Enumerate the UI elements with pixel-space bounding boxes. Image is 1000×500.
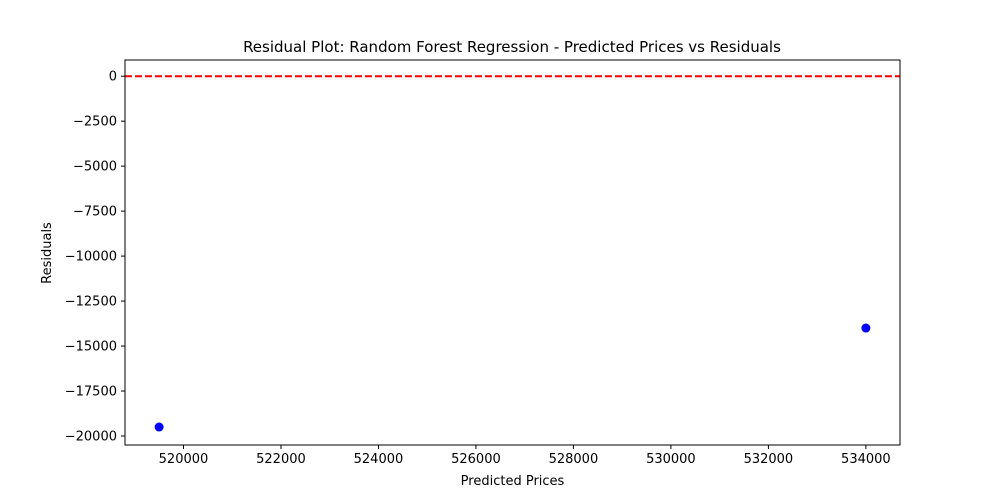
y-tick-label: −15000	[65, 340, 117, 355]
data-point	[154, 422, 164, 432]
chart-title: Residual Plot: Random Forest Regression …	[243, 38, 781, 56]
y-tick-label: −17500	[65, 385, 117, 400]
y-tick-label: −10000	[65, 250, 117, 265]
y-axis: 0 −2500 −5000 −7500 −10000 −12500 −15000 −17500…	[65, 70, 125, 445]
x-axis: 520000 522000 524000 526000 528000 530000 5320…	[159, 445, 891, 467]
points-layer	[154, 323, 871, 432]
y-tick-label: −7500	[73, 205, 117, 220]
y-tick-label: −12500	[65, 295, 117, 310]
plot-area	[124, 59, 901, 446]
x-tick-label: 524000	[354, 452, 404, 467]
data-point	[861, 323, 871, 333]
plot-background	[125, 60, 900, 445]
y-tick-label: −5000	[73, 160, 117, 175]
x-tick-label: 534000	[841, 452, 891, 467]
x-tick-label: 532000	[744, 452, 794, 467]
y-tick-label: −2500	[73, 115, 117, 130]
x-tick-label: 520000	[159, 452, 209, 467]
x-tick-label: 530000	[646, 452, 696, 467]
y-tick-label: −20000	[65, 430, 117, 445]
y-axis-label: Residuals	[40, 222, 55, 284]
x-tick-label: 522000	[256, 452, 306, 467]
plot-frame	[124, 59, 901, 446]
x-axis-label: Predicted Prices	[461, 474, 565, 489]
x-tick-label: 526000	[451, 452, 501, 467]
y-tick-label: 0	[109, 70, 117, 85]
x-tick-label: 528000	[549, 452, 599, 467]
